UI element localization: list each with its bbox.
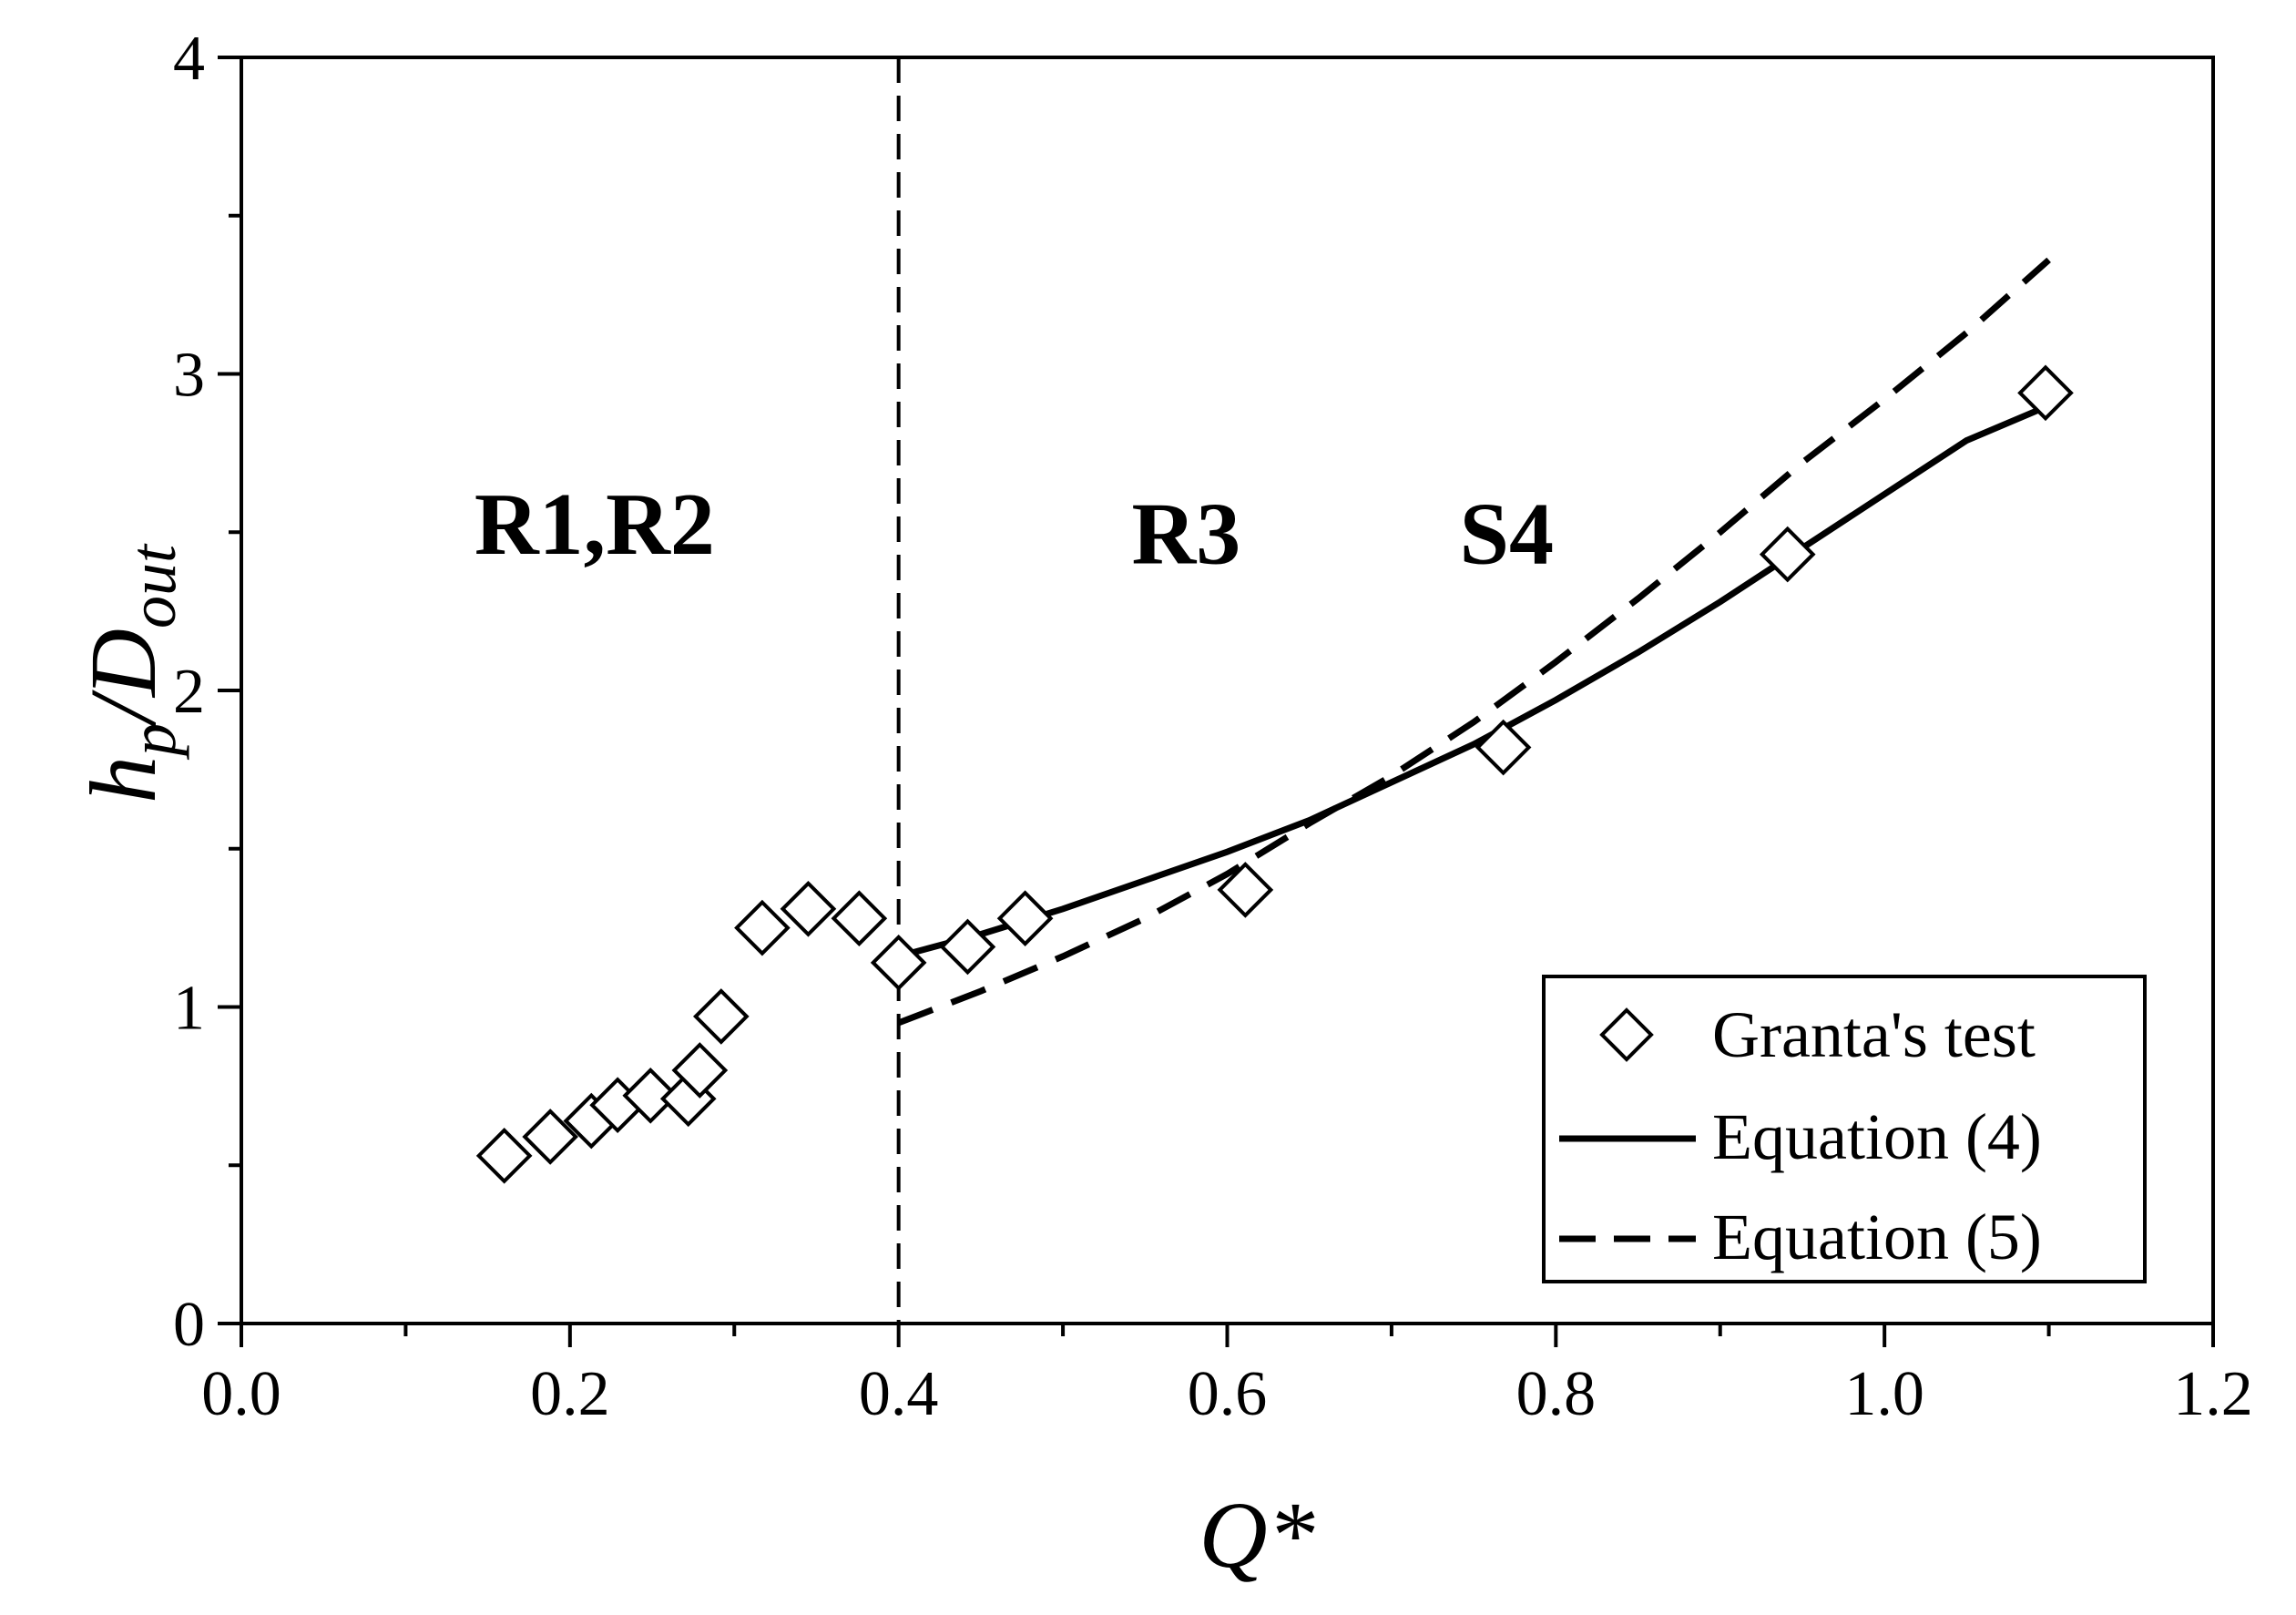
region-label: S4 — [1459, 485, 1554, 583]
x-axis-title: Q* — [1199, 1483, 1314, 1588]
data-point — [870, 935, 927, 991]
legend-item-granta: Granta's test — [1599, 998, 2036, 1071]
data-point — [671, 1042, 729, 1099]
series-line — [897, 403, 2050, 960]
axis-ticks — [218, 56, 2215, 1347]
x-tick-label: 0.6 — [1188, 1359, 1268, 1429]
region-label: R1,R2 — [475, 475, 715, 574]
series-points — [475, 364, 2074, 1184]
y-axis-title-out: out — [117, 543, 189, 629]
data-point — [475, 1127, 533, 1184]
legend: Granta's test Equation (4) Equation (5) — [1542, 975, 2147, 1283]
data-point — [939, 918, 996, 976]
y-tick-label: 4 — [173, 24, 205, 94]
data-point — [831, 890, 888, 947]
legend-diamond-marker — [1599, 1007, 1654, 1062]
x-tick-label: 0.4 — [859, 1359, 939, 1429]
plot-frame — [240, 56, 2215, 1325]
y-tick-label: 2 — [173, 657, 205, 727]
data-point — [1759, 526, 1816, 583]
x-tick-label: 0.2 — [530, 1359, 610, 1429]
data-point — [1475, 719, 1532, 776]
tick-labels: 0.0 0.2 0.4 0.6 0.8 1.0 1.2 0 1 2 3 4 — [173, 24, 2253, 1429]
data-point — [780, 880, 837, 937]
region-labels: R1,R2 R3 S4 — [475, 475, 1554, 583]
x-tick-label: 0.0 — [201, 1359, 281, 1429]
legend-item-equation-4: Equation (4) — [1559, 1100, 2042, 1173]
y-axis-title: hp/Dout — [71, 543, 189, 803]
x-tick-label: 1.0 — [1844, 1359, 1924, 1429]
svg-text:hp/Dout: hp/Dout — [71, 543, 189, 803]
y-axis-title-slash: /D — [71, 629, 176, 728]
data-point — [622, 1067, 679, 1124]
data-point — [692, 988, 750, 1045]
data-point — [2017, 364, 2074, 422]
data-point — [1217, 862, 1274, 918]
data-point — [522, 1109, 579, 1165]
y-tick-label: 1 — [173, 974, 205, 1044]
data-point — [996, 890, 1054, 947]
region-label: R3 — [1132, 485, 1241, 583]
data-point — [734, 899, 791, 956]
legend-item-equation-5: Equation (5) — [1559, 1201, 2042, 1273]
y-tick-label: 3 — [173, 341, 205, 411]
x-tick-label: 0.8 — [1516, 1359, 1597, 1429]
x-tick-label: 1.2 — [2173, 1359, 2253, 1429]
y-tick-label: 0 — [173, 1290, 205, 1360]
legend-label-granta: Granta's test — [1712, 998, 2036, 1071]
y-axis-title-h: h — [71, 756, 176, 803]
y-axis-title-p: p — [117, 723, 189, 761]
series-lines — [897, 257, 2051, 1027]
legend-label-equation-5: Equation (5) — [1712, 1201, 2042, 1273]
series-line — [897, 257, 2051, 1027]
legend-label-equation-4: Equation (4) — [1712, 1100, 2042, 1173]
